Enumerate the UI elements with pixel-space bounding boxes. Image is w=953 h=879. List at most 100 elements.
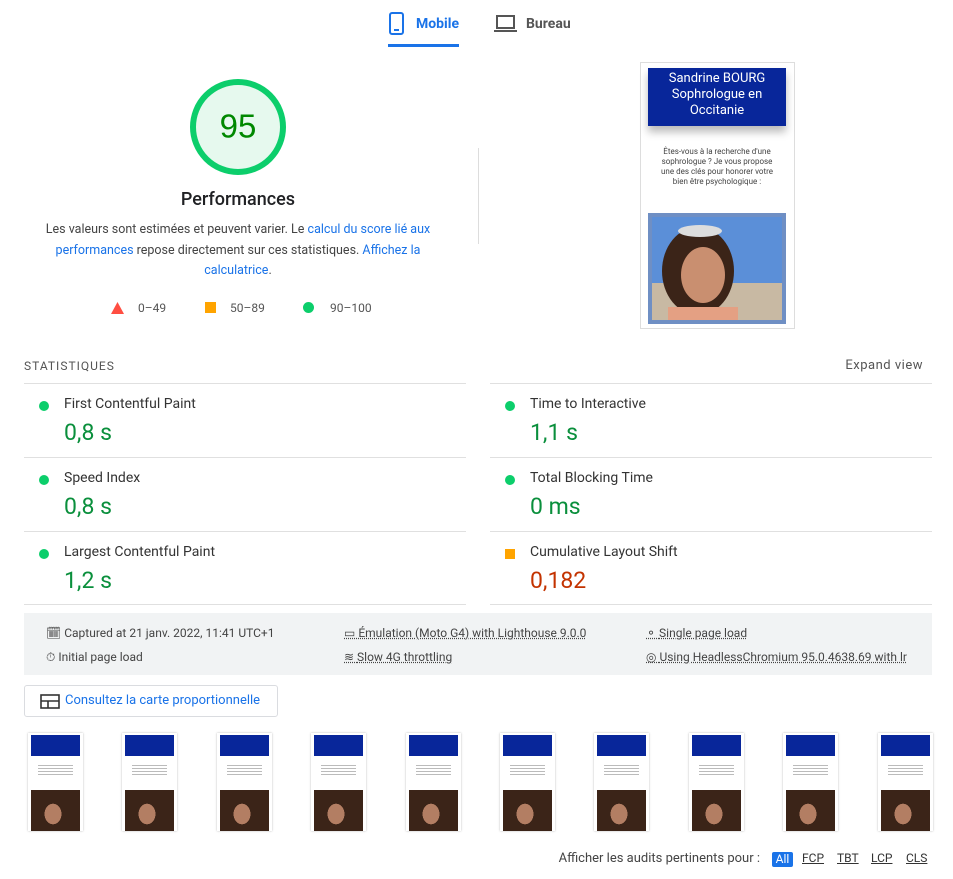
thumb-header bbox=[219, 735, 269, 756]
metric-value: 0,8 s bbox=[64, 419, 112, 446]
thumb-photo bbox=[219, 790, 269, 831]
divider bbox=[24, 604, 466, 605]
thumb-header bbox=[786, 735, 836, 756]
thumb-photo bbox=[31, 790, 80, 831]
thumb-photo bbox=[503, 790, 552, 831]
status-icon bbox=[505, 401, 515, 411]
thumb-text bbox=[321, 763, 357, 777]
metric: Time to Interactive 1,1 s bbox=[490, 383, 932, 457]
expand-view[interactable]: Expand view bbox=[845, 358, 923, 373]
metric-value: 0 ms bbox=[530, 493, 581, 520]
metric-value: 1,1 s bbox=[530, 419, 578, 446]
filmstrip-frame bbox=[122, 733, 178, 831]
metric: Cumulative Layout Shift 0,182 bbox=[490, 531, 932, 605]
divider bbox=[490, 604, 932, 605]
thumb-photo bbox=[314, 790, 364, 831]
filmstrip-frame bbox=[783, 733, 839, 831]
legend-circle bbox=[303, 302, 314, 313]
legend-label: 50–89 bbox=[230, 301, 265, 315]
thumb-text bbox=[415, 763, 451, 777]
info-item: 🗓︎ Captured at 21 janv. 2022, 11:41 UTC+… bbox=[46, 626, 275, 640]
treemap-label: Consultez la carte proportionnelle bbox=[65, 693, 261, 708]
tab-underline bbox=[388, 44, 459, 47]
thumb-text bbox=[698, 763, 734, 777]
legend-square bbox=[205, 302, 216, 313]
status-icon bbox=[39, 401, 49, 411]
thumb-photo bbox=[597, 790, 647, 831]
thumb-header bbox=[503, 735, 552, 756]
filmstrip-frame bbox=[688, 733, 744, 831]
treemap-icon bbox=[40, 694, 60, 709]
filter-label: Afficher les audits pertinents pour : bbox=[558, 851, 760, 866]
link[interactable]: Affichez la calculatrice bbox=[204, 242, 421, 279]
metric-name: Time to Interactive bbox=[530, 396, 646, 412]
thumb-header bbox=[125, 735, 175, 756]
metric: First Contentful Paint 0,8 s bbox=[24, 383, 466, 457]
thumb-text bbox=[38, 763, 73, 777]
metric-value: 1,2 s bbox=[64, 567, 112, 594]
metric: Total Blocking Time 0 ms bbox=[490, 457, 932, 531]
treemap-button[interactable]: Consultez la carte proportionnelle bbox=[24, 685, 278, 717]
tab-mobile[interactable]: Mobile bbox=[416, 16, 460, 32]
thumb-text bbox=[887, 763, 923, 777]
filmstrip-frame bbox=[216, 733, 272, 831]
filter-option[interactable]: CLS bbox=[906, 851, 928, 865]
filter-option[interactable]: All bbox=[772, 852, 793, 867]
thumb-text bbox=[132, 763, 168, 777]
metric-value: 0,8 s bbox=[64, 493, 112, 520]
metric-name: Largest Contentful Paint bbox=[64, 544, 216, 560]
filter-option[interactable]: TBT bbox=[837, 851, 859, 865]
thumb-photo bbox=[880, 790, 930, 831]
filter-option[interactable]: LCP bbox=[871, 851, 893, 865]
status-icon bbox=[505, 475, 515, 485]
metric-name: Cumulative Layout Shift bbox=[530, 544, 678, 560]
info-text: Captured at 21 janv. 2022, 11:41 UTC+1 bbox=[64, 626, 275, 640]
site-heading: Sandrine BOURG Sophrologue en Occitanie bbox=[648, 68, 786, 126]
gauge-ring bbox=[190, 79, 286, 175]
metric: Largest Contentful Paint 1,2 s bbox=[24, 531, 466, 605]
thumb-photo bbox=[125, 790, 175, 831]
thumb-text bbox=[604, 763, 640, 777]
desktop-icon bbox=[494, 15, 517, 32]
final-screenshot: Sandrine BOURG Sophrologue en Occitanie … bbox=[640, 62, 795, 329]
info-text: Using HeadlessChromium 95.0.4638.69 with… bbox=[659, 650, 907, 664]
score-label: Performances bbox=[180, 189, 296, 210]
metric-name: Speed Index bbox=[64, 470, 141, 486]
thumb-text bbox=[226, 763, 262, 777]
legend-label: 90–100 bbox=[330, 301, 372, 315]
link[interactable]: calcul du score lié aux performances bbox=[55, 222, 431, 258]
thumb-photo bbox=[408, 790, 458, 831]
score-gauge: 95 bbox=[190, 79, 286, 175]
info-text: Single page load bbox=[659, 626, 748, 640]
stats-title: STATISTIQUES bbox=[24, 359, 115, 373]
filmstrip-frame bbox=[28, 733, 83, 831]
site-text: Êtes-vous à la recherche d'une sophrolog… bbox=[661, 147, 773, 186]
thumb-header bbox=[597, 735, 647, 756]
info-item: ▭ Émulation (Moto G4) with Lighthouse 9.… bbox=[344, 626, 587, 640]
status-icon bbox=[505, 549, 515, 559]
metric-value: 0,182 bbox=[530, 567, 587, 594]
site-photo bbox=[648, 213, 786, 324]
metric-name: First Contentful Paint bbox=[64, 396, 196, 412]
status-icon bbox=[39, 549, 49, 559]
run-info bbox=[24, 613, 932, 675]
text: . bbox=[268, 263, 272, 278]
info-text: Initial page load bbox=[58, 650, 143, 664]
status-icon bbox=[39, 475, 49, 485]
score-value: 95 bbox=[220, 108, 257, 145]
filmstrip-frame bbox=[500, 733, 555, 831]
tab-desktop[interactable]: Bureau bbox=[526, 16, 571, 32]
thumb-photo bbox=[691, 790, 741, 831]
filter-option[interactable]: FCP bbox=[802, 851, 825, 865]
text: repose directement sur ces statistiques. bbox=[133, 242, 363, 258]
thumb-header bbox=[408, 735, 458, 756]
metric-name: Total Blocking Time bbox=[530, 470, 653, 486]
filmstrip-frame bbox=[311, 733, 367, 831]
info-text: Émulation (Moto G4) with Lighthouse 9.0.… bbox=[358, 626, 587, 640]
score-description: Les valeurs sont estimées et peuvent var… bbox=[38, 220, 438, 282]
filmstrip-frame bbox=[405, 733, 461, 831]
thumb-header bbox=[314, 735, 364, 756]
info-text: Slow 4G throttling bbox=[357, 650, 453, 664]
